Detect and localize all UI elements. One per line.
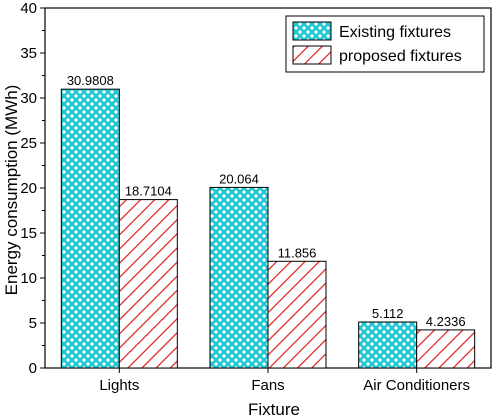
x-axis-title: Fixture [248, 400, 300, 419]
legend-label-proposed: proposed fixtures [339, 48, 462, 65]
y-tick-label: 25 [20, 135, 37, 152]
y-tick-label: 15 [20, 225, 37, 242]
bar-proposed [118, 199, 178, 369]
y-axis-title: Energy consumption (MWh) [2, 85, 21, 296]
x-tick-label: Air Conditioners [363, 377, 470, 394]
y-tick-label: 30 [20, 90, 37, 107]
data-label: 30.9808 [67, 73, 114, 88]
y-tick-label: 10 [20, 270, 37, 287]
bar-proposed [267, 260, 327, 369]
legend-swatch-existing [292, 21, 332, 41]
y-tick-label: 0 [29, 360, 37, 377]
data-label: 4.2336 [426, 314, 466, 329]
bar-existing [60, 88, 120, 369]
legend-swatch-proposed [292, 45, 332, 65]
data-label: 18.7104 [125, 184, 172, 199]
y-tick-label: 5 [29, 315, 37, 332]
y-tick-label: 40 [20, 0, 37, 17]
plot-area: 0 5 10 15 20 25 30 35 40 30.9808 18.7104 Lights 20.0… [20, 0, 492, 394]
bar-existing [209, 186, 269, 369]
data-label: 20.064 [219, 171, 259, 186]
y-tick-label: 35 [20, 45, 37, 62]
bar-existing [358, 321, 418, 369]
x-tick-label: Fans [251, 377, 284, 394]
data-label: 5.112 [372, 306, 404, 321]
bar-proposed [416, 329, 476, 369]
y-tick-label: 20 [20, 180, 37, 197]
legend: Existing fixtures proposed fixtures [285, 15, 485, 73]
data-label: 11.856 [278, 245, 317, 260]
x-tick-label: Lights [99, 377, 139, 394]
legend-label-existing: Existing fixtures [339, 24, 451, 41]
